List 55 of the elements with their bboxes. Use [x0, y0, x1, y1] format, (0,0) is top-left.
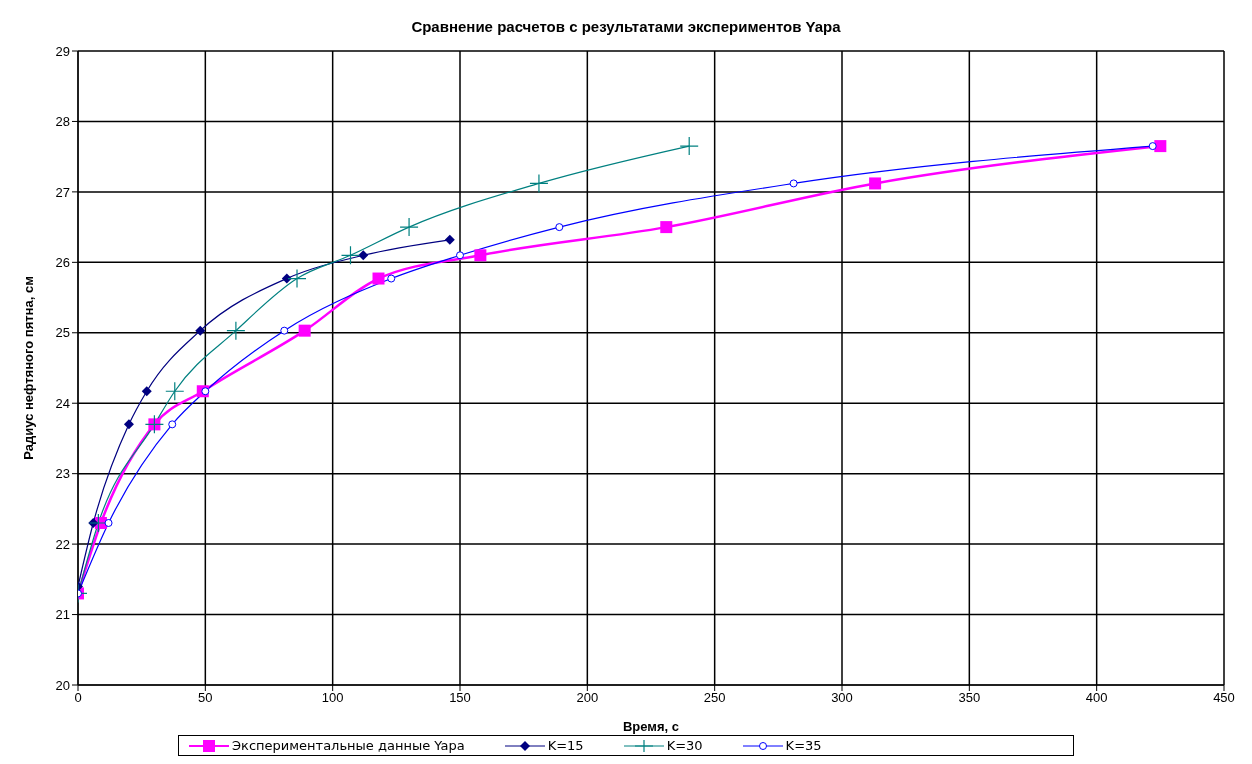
point — [340, 245, 361, 265]
point — [1148, 142, 1157, 151]
point — [399, 217, 419, 237]
point — [141, 386, 152, 397]
y-tick-label: 27 — [55, 184, 70, 200]
y-tick-label: 22 — [55, 536, 70, 552]
y-tick-label: 28 — [55, 114, 70, 130]
x-tick-label: 250 — [703, 690, 726, 706]
point — [555, 223, 564, 232]
point — [660, 221, 673, 234]
point — [869, 177, 882, 190]
x-tick-label: 0 — [74, 690, 82, 706]
chart-title: Сравнение расчетов с результатами экспериментов Yapa — [410, 17, 842, 37]
x-tick-label: 150 — [449, 690, 471, 706]
point — [195, 325, 206, 336]
y-tick-label: 25 — [55, 325, 70, 341]
point — [281, 273, 292, 284]
point — [287, 268, 307, 289]
y-tick-label: 20 — [55, 677, 70, 693]
point — [226, 321, 246, 341]
point — [104, 518, 113, 527]
point — [372, 272, 385, 285]
point — [358, 250, 369, 261]
point — [387, 274, 396, 283]
point — [789, 179, 798, 188]
legend-label: K=35 — [785, 738, 822, 753]
y-tick-label: 24 — [55, 395, 70, 411]
point — [165, 381, 185, 401]
x-tick-label: 50 — [198, 690, 213, 706]
x-tick-label: 450 — [1213, 690, 1235, 706]
point — [280, 326, 289, 335]
y-tick-label: 21 — [55, 607, 70, 623]
point — [529, 173, 549, 194]
x-axis-title: Время, с — [622, 719, 680, 734]
x-tick-label: 350 — [958, 690, 981, 706]
x-tick-label: 100 — [321, 690, 344, 706]
point — [679, 136, 699, 156]
legend-label: K=15 — [547, 738, 584, 753]
y-tick-label: 23 — [55, 466, 70, 482]
x-tick-label: 300 — [831, 690, 853, 706]
x-tick-label: 200 — [576, 690, 599, 706]
y-tick-label: 26 — [55, 254, 70, 270]
point — [298, 324, 311, 337]
point — [168, 420, 177, 429]
point — [88, 513, 108, 533]
y-axis-title: Радиус нефтяного пятна, см — [20, 276, 36, 460]
point — [474, 249, 487, 262]
point — [123, 419, 134, 430]
point — [201, 387, 210, 396]
legend-label: K=30 — [666, 738, 703, 753]
point — [456, 251, 464, 260]
point — [444, 234, 455, 245]
legend-label: Экспериментальные данные Yapa — [232, 738, 465, 753]
y-tick-label: 29 — [55, 43, 70, 59]
x-tick-label: 400 — [1085, 690, 1108, 706]
